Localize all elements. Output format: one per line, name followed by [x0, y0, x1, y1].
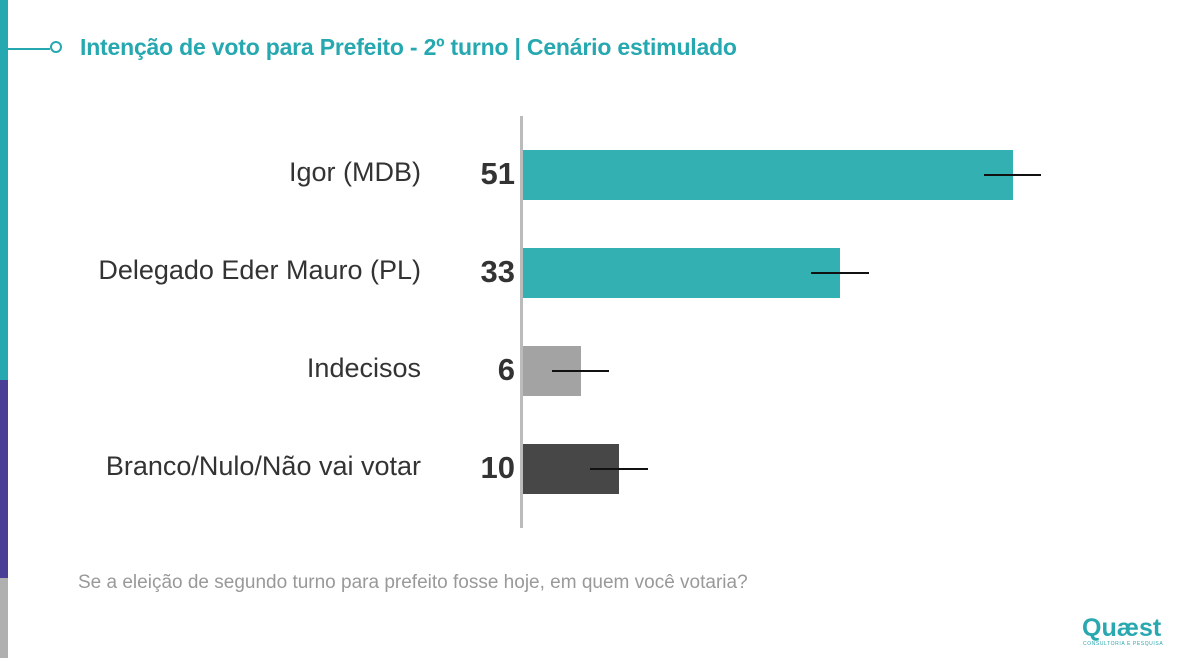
error-bar	[811, 272, 869, 274]
error-bar	[551, 370, 610, 372]
error-bar	[983, 174, 1042, 176]
data-label: 6	[497, 352, 515, 387]
title-line	[8, 48, 50, 50]
bar	[523, 248, 840, 298]
category-label: Branco/Nulo/Não vai votar	[105, 451, 421, 481]
category-label: Delegado Eder Mauro (PL)	[98, 255, 421, 285]
chart-title: Intenção de voto para Prefeito - 2º turn…	[80, 34, 737, 60]
error-bar	[590, 468, 648, 470]
category-label: Indecisos	[306, 353, 421, 383]
y-axis-line	[520, 116, 523, 528]
quaest-logo-tagline: CONSULTORIA E PESQUISA	[1083, 641, 1164, 647]
data-label: 51	[480, 156, 515, 191]
data-label: 10	[480, 450, 515, 485]
side-accent-gray	[0, 578, 8, 658]
category-label: Igor (MDB)	[288, 157, 421, 187]
bar	[523, 150, 1013, 200]
data-label: 33	[480, 254, 515, 289]
quaest-logo: Quæst	[1082, 614, 1162, 642]
question-note: Se a eleição de segundo turno para prefe…	[78, 572, 748, 593]
title-circle-icon	[50, 41, 62, 53]
side-accent-purple	[0, 380, 8, 578]
side-accent-teal	[0, 0, 8, 380]
